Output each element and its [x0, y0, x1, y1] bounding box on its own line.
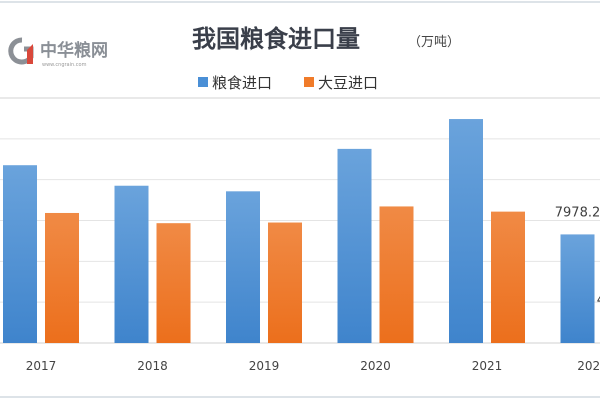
watermark-logo: 中华粮网 www.cngrain.com — [8, 37, 108, 68]
bar-grain-import — [3, 165, 37, 343]
legend-swatch-grain — [198, 77, 208, 87]
legend: 粮食进口 大豆进口 — [198, 74, 378, 92]
legend-label-grain: 粮食进口 — [212, 74, 272, 92]
bar-grain-import — [560, 234, 595, 343]
x-tick-label: 2018 — [137, 359, 168, 373]
x-axis-labels: 2017 2018 2019 2020 2021 2022（ — [26, 359, 600, 373]
chart-unit: （万吨） — [408, 35, 460, 50]
chart-title: 我国粮食进口量 — [192, 24, 360, 53]
x-tick-label: 2021 — [472, 359, 503, 373]
data-labels: 7978.2 4834.8 — [555, 205, 600, 308]
x-tick-label: 2019 — [249, 359, 280, 373]
bar-soybean-import — [379, 206, 414, 343]
x-tick-label: 2020 — [360, 359, 391, 373]
data-label: 7978.2 — [555, 205, 600, 220]
bar-grain-import — [114, 185, 149, 343]
legend-swatch-soybean — [304, 77, 314, 87]
bar-soybean-import — [45, 212, 79, 343]
bar-soybean-import — [268, 222, 302, 343]
logo-accent-icon — [27, 44, 33, 64]
bar-grain-import — [449, 119, 483, 343]
bar-grain-import — [337, 148, 372, 343]
bar-soybean-import — [156, 223, 191, 343]
bar-grain-import — [226, 191, 260, 343]
bar-soybean-import — [491, 211, 525, 343]
bars — [3, 119, 595, 343]
logo-url: www.cngrain.com — [42, 62, 87, 68]
legend-label-soybean: 大豆进口 — [318, 74, 378, 92]
logo-text: 中华粮网 — [40, 40, 108, 61]
data-label: 4834.8 — [597, 293, 600, 308]
x-tick-label: 2022（ — [577, 359, 600, 373]
x-tick-label: 2017 — [26, 359, 57, 373]
